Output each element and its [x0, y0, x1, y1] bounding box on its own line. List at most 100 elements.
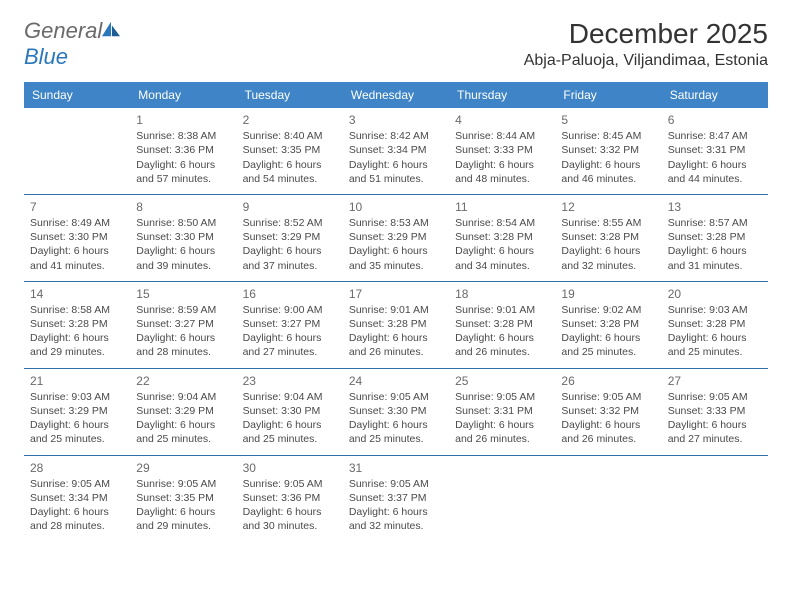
day-number: 25 — [455, 373, 549, 389]
day-cell: 28Sunrise: 9:05 AMSunset: 3:34 PMDayligh… — [24, 455, 130, 541]
day-cell: 16Sunrise: 9:00 AMSunset: 3:27 PMDayligh… — [237, 281, 343, 368]
day-cell: 27Sunrise: 9:05 AMSunset: 3:33 PMDayligh… — [662, 368, 768, 455]
week-row: 21Sunrise: 9:03 AMSunset: 3:29 PMDayligh… — [24, 368, 768, 455]
sunrise-line: Sunrise: 9:00 AM — [243, 303, 337, 317]
sunset-line: Sunset: 3:33 PM — [455, 143, 549, 157]
daylight-line: Daylight: 6 hours and 46 minutes. — [561, 158, 655, 186]
week-row: 28Sunrise: 9:05 AMSunset: 3:34 PMDayligh… — [24, 455, 768, 541]
daylight-line: Daylight: 6 hours and 26 minutes. — [455, 331, 549, 359]
day-number: 5 — [561, 112, 655, 128]
day-header: Tuesday — [237, 82, 343, 108]
day-number: 16 — [243, 286, 337, 302]
sunrise-line: Sunrise: 8:58 AM — [30, 303, 124, 317]
day-number: 22 — [136, 373, 230, 389]
day-cell: 4Sunrise: 8:44 AMSunset: 3:33 PMDaylight… — [449, 108, 555, 194]
sunset-line: Sunset: 3:28 PM — [30, 317, 124, 331]
day-number: 28 — [30, 460, 124, 476]
logo-blue: Blue — [24, 44, 68, 69]
sunset-line: Sunset: 3:33 PM — [668, 404, 762, 418]
daylight-line: Daylight: 6 hours and 39 minutes. — [136, 244, 230, 272]
sunrise-line: Sunrise: 9:05 AM — [30, 477, 124, 491]
sunrise-line: Sunrise: 8:40 AM — [243, 129, 337, 143]
daylight-line: Daylight: 6 hours and 30 minutes. — [243, 505, 337, 533]
day-cell: 9Sunrise: 8:52 AMSunset: 3:29 PMDaylight… — [237, 194, 343, 281]
day-number: 2 — [243, 112, 337, 128]
sunset-line: Sunset: 3:28 PM — [561, 317, 655, 331]
sunrise-line: Sunrise: 9:04 AM — [136, 390, 230, 404]
sunset-line: Sunset: 3:32 PM — [561, 404, 655, 418]
empty-cell — [449, 455, 555, 541]
daylight-line: Daylight: 6 hours and 57 minutes. — [136, 158, 230, 186]
sunset-line: Sunset: 3:37 PM — [349, 491, 443, 505]
sunset-line: Sunset: 3:36 PM — [136, 143, 230, 157]
sunset-line: Sunset: 3:28 PM — [349, 317, 443, 331]
sunrise-line: Sunrise: 8:57 AM — [668, 216, 762, 230]
day-cell: 13Sunrise: 8:57 AMSunset: 3:28 PMDayligh… — [662, 194, 768, 281]
day-number: 6 — [668, 112, 762, 128]
day-number: 26 — [561, 373, 655, 389]
sunset-line: Sunset: 3:31 PM — [668, 143, 762, 157]
day-cell: 22Sunrise: 9:04 AMSunset: 3:29 PMDayligh… — [130, 368, 236, 455]
daylight-line: Daylight: 6 hours and 26 minutes. — [455, 418, 549, 446]
daylight-line: Daylight: 6 hours and 28 minutes. — [30, 505, 124, 533]
week-row: 7Sunrise: 8:49 AMSunset: 3:30 PMDaylight… — [24, 194, 768, 281]
daylight-line: Daylight: 6 hours and 29 minutes. — [136, 505, 230, 533]
day-cell: 25Sunrise: 9:05 AMSunset: 3:31 PMDayligh… — [449, 368, 555, 455]
calendar-table: SundayMondayTuesdayWednesdayThursdayFrid… — [24, 82, 768, 541]
day-number: 11 — [455, 199, 549, 215]
day-header: Saturday — [662, 82, 768, 108]
sunrise-line: Sunrise: 8:45 AM — [561, 129, 655, 143]
daylight-line: Daylight: 6 hours and 26 minutes. — [349, 331, 443, 359]
sunrise-line: Sunrise: 9:01 AM — [349, 303, 443, 317]
daylight-line: Daylight: 6 hours and 25 minutes. — [243, 418, 337, 446]
day-number: 14 — [30, 286, 124, 302]
sunrise-line: Sunrise: 8:47 AM — [668, 129, 762, 143]
day-number: 27 — [668, 373, 762, 389]
sunset-line: Sunset: 3:29 PM — [30, 404, 124, 418]
day-cell: 1Sunrise: 8:38 AMSunset: 3:36 PMDaylight… — [130, 108, 236, 194]
sunrise-line: Sunrise: 8:54 AM — [455, 216, 549, 230]
daylight-line: Daylight: 6 hours and 34 minutes. — [455, 244, 549, 272]
day-cell: 6Sunrise: 8:47 AMSunset: 3:31 PMDaylight… — [662, 108, 768, 194]
day-number: 31 — [349, 460, 443, 476]
day-number: 8 — [136, 199, 230, 215]
logo-general: General — [24, 18, 102, 43]
daylight-line: Daylight: 6 hours and 27 minutes. — [668, 418, 762, 446]
day-cell: 18Sunrise: 9:01 AMSunset: 3:28 PMDayligh… — [449, 281, 555, 368]
sunset-line: Sunset: 3:35 PM — [243, 143, 337, 157]
sunrise-line: Sunrise: 9:03 AM — [668, 303, 762, 317]
sunset-line: Sunset: 3:27 PM — [243, 317, 337, 331]
sunrise-line: Sunrise: 9:03 AM — [30, 390, 124, 404]
day-number: 29 — [136, 460, 230, 476]
sunset-line: Sunset: 3:28 PM — [455, 230, 549, 244]
day-number: 13 — [668, 199, 762, 215]
empty-cell — [662, 455, 768, 541]
day-number: 4 — [455, 112, 549, 128]
day-number: 17 — [349, 286, 443, 302]
day-header: Thursday — [449, 82, 555, 108]
sunrise-line: Sunrise: 9:05 AM — [136, 477, 230, 491]
daylight-line: Daylight: 6 hours and 26 minutes. — [561, 418, 655, 446]
sunrise-line: Sunrise: 9:04 AM — [243, 390, 337, 404]
sunrise-line: Sunrise: 8:38 AM — [136, 129, 230, 143]
day-number: 10 — [349, 199, 443, 215]
sunrise-line: Sunrise: 8:52 AM — [243, 216, 337, 230]
day-number: 1 — [136, 112, 230, 128]
sunset-line: Sunset: 3:30 PM — [349, 404, 443, 418]
sunrise-line: Sunrise: 9:05 AM — [668, 390, 762, 404]
day-cell: 17Sunrise: 9:01 AMSunset: 3:28 PMDayligh… — [343, 281, 449, 368]
empty-cell — [555, 455, 661, 541]
sunrise-line: Sunrise: 8:59 AM — [136, 303, 230, 317]
day-cell: 31Sunrise: 9:05 AMSunset: 3:37 PMDayligh… — [343, 455, 449, 541]
daylight-line: Daylight: 6 hours and 51 minutes. — [349, 158, 443, 186]
sunset-line: Sunset: 3:29 PM — [243, 230, 337, 244]
daylight-line: Daylight: 6 hours and 25 minutes. — [668, 331, 762, 359]
daylight-line: Daylight: 6 hours and 25 minutes. — [349, 418, 443, 446]
sunrise-line: Sunrise: 8:55 AM — [561, 216, 655, 230]
sunset-line: Sunset: 3:30 PM — [243, 404, 337, 418]
day-header: Wednesday — [343, 82, 449, 108]
sunset-line: Sunset: 3:30 PM — [30, 230, 124, 244]
day-number: 12 — [561, 199, 655, 215]
sunrise-line: Sunrise: 9:05 AM — [349, 390, 443, 404]
day-cell: 14Sunrise: 8:58 AMSunset: 3:28 PMDayligh… — [24, 281, 130, 368]
